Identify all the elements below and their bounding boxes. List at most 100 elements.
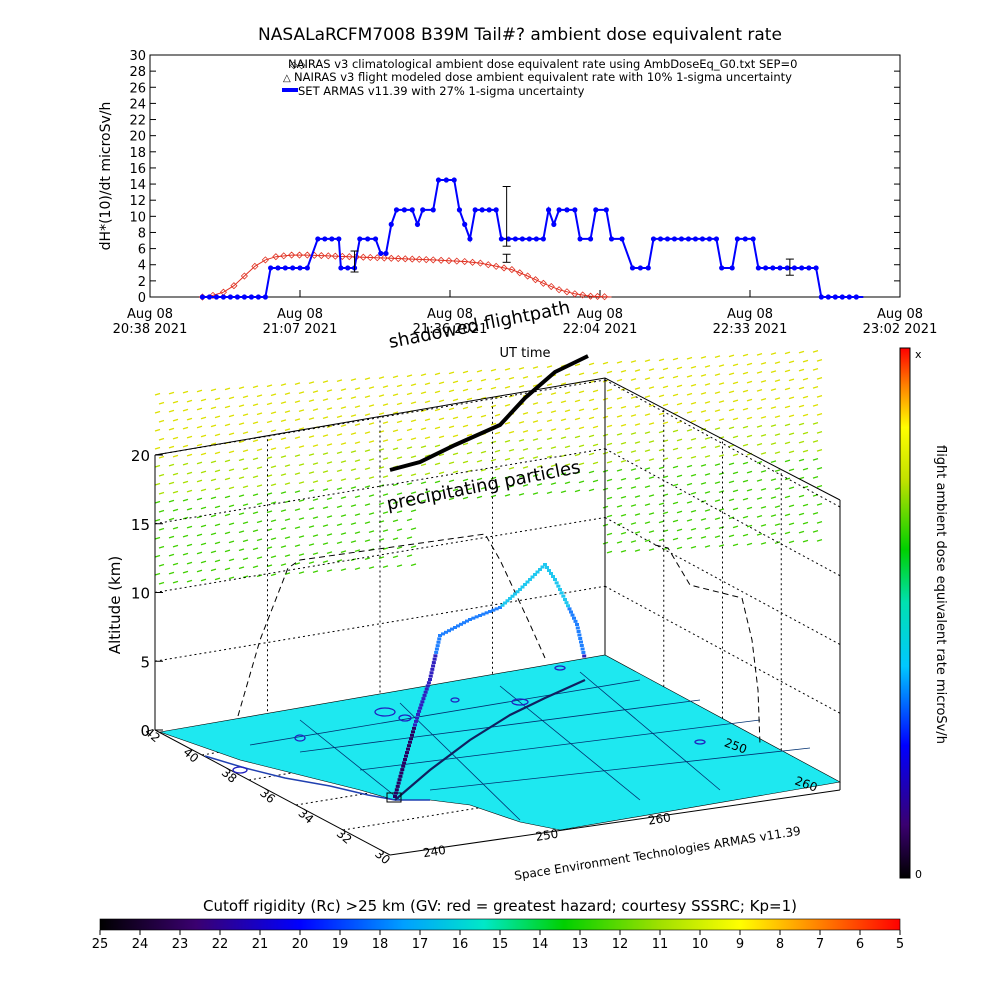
particle-dash xyxy=(280,473,287,477)
particle-dash xyxy=(448,371,455,375)
particle-dash xyxy=(774,451,781,454)
particle-dash xyxy=(592,461,599,465)
particle-dash xyxy=(644,431,651,435)
particle-dash xyxy=(158,437,165,441)
series-point-diamond xyxy=(331,252,339,260)
particle-dash xyxy=(420,463,427,467)
flight-point xyxy=(503,601,507,605)
particle-dash xyxy=(564,463,571,467)
particle-dash xyxy=(672,447,679,451)
series-point-diamond xyxy=(539,279,547,287)
series-point-diamond xyxy=(295,251,304,259)
particle-dash xyxy=(200,542,207,546)
particle-dash xyxy=(270,519,277,523)
particle-dash xyxy=(690,491,697,495)
particle-dash xyxy=(802,359,809,363)
y-tick-label: 8 xyxy=(138,226,146,241)
particle-dash xyxy=(326,443,333,446)
particle-dash xyxy=(774,523,781,526)
altitude-tick-label: 20 xyxy=(131,447,150,465)
particle-dash xyxy=(784,441,791,445)
particle-dash xyxy=(298,427,305,431)
particle-dash xyxy=(560,472,567,476)
particle-dash xyxy=(158,473,165,477)
particle-dash xyxy=(756,388,763,392)
flight-path-3d xyxy=(393,563,587,798)
series-point-diamond xyxy=(394,254,402,263)
particle-dash xyxy=(746,542,753,546)
particle-dash xyxy=(560,418,567,422)
particle-dash xyxy=(728,516,735,520)
dose-colorbar xyxy=(899,347,911,879)
flight-point xyxy=(403,758,407,761)
flight-point xyxy=(494,607,499,611)
particle-dash xyxy=(690,437,697,441)
particle-dash xyxy=(242,539,249,543)
particle-dash xyxy=(336,415,343,418)
y-axis-label: dH*(10)/dt microSv/h xyxy=(98,102,114,251)
series-point-diamond xyxy=(230,282,238,290)
particle-dash xyxy=(644,503,651,507)
series-point-diamond xyxy=(500,264,508,272)
particle-dash xyxy=(704,545,711,548)
particle-dash xyxy=(578,480,585,484)
y-tick-label: 30 xyxy=(129,49,146,64)
particle-dash xyxy=(396,456,403,460)
flight-point xyxy=(425,684,430,688)
particle-dash xyxy=(410,491,417,495)
particle-dash xyxy=(298,445,305,449)
particle-dash xyxy=(340,532,347,535)
particle-dash xyxy=(350,468,357,472)
particle-dash xyxy=(784,531,791,535)
particle-dash xyxy=(522,429,529,433)
particle-dash xyxy=(746,416,753,420)
particle-dash xyxy=(658,358,665,362)
flight-point xyxy=(398,774,403,778)
particle-dash xyxy=(438,453,445,457)
series-point-dot xyxy=(608,236,615,242)
particle-dash xyxy=(746,524,753,528)
particle-dash xyxy=(256,556,263,560)
series-point-dot xyxy=(593,207,599,213)
particle-dash xyxy=(298,535,305,539)
particle-dash xyxy=(816,449,823,452)
flight-point xyxy=(394,788,399,792)
particle-dash xyxy=(690,527,697,531)
particle-dash xyxy=(802,395,809,399)
particle-dash xyxy=(280,419,287,423)
flight-point xyxy=(401,764,406,768)
particle-dash xyxy=(774,361,781,364)
particle-dash xyxy=(396,474,403,478)
legend-entry-set-armas: SET ARMAS v11.39 with 27% 1-sigma uncert… xyxy=(298,84,585,98)
particle-dash xyxy=(634,513,641,516)
particle-dash xyxy=(242,449,249,453)
particle-dash xyxy=(354,441,361,445)
particle-dash xyxy=(718,490,725,494)
series-point-dot xyxy=(275,265,281,271)
particle-dash xyxy=(644,485,651,489)
series-point-diamond xyxy=(453,257,461,265)
particle-dash xyxy=(410,545,417,549)
series-point-dot xyxy=(315,236,321,242)
flight-point xyxy=(580,647,585,651)
particle-dash xyxy=(368,404,375,408)
y-tick-label: 18 xyxy=(129,146,146,161)
particle-dash xyxy=(518,366,525,370)
particle-dash xyxy=(728,372,735,376)
particle-dash xyxy=(298,499,305,503)
particle-dash xyxy=(732,507,739,511)
particle-dash xyxy=(410,401,417,405)
particle-dash xyxy=(158,563,165,567)
series-point-diamond xyxy=(359,253,367,261)
flight-point xyxy=(564,601,569,605)
particle-dash xyxy=(256,448,263,452)
legend: ◇◇ NAIRAS v3 climatological ambient dose… xyxy=(282,57,797,98)
series-point-dot xyxy=(345,265,351,271)
rc-tick-label: 15 xyxy=(492,937,509,952)
particle-dash xyxy=(340,388,347,391)
particle-dash xyxy=(536,411,543,414)
particle-dash xyxy=(704,509,711,512)
particle-dash xyxy=(606,460,613,464)
particle-dash xyxy=(480,378,487,382)
series-point-diamond xyxy=(476,259,484,267)
